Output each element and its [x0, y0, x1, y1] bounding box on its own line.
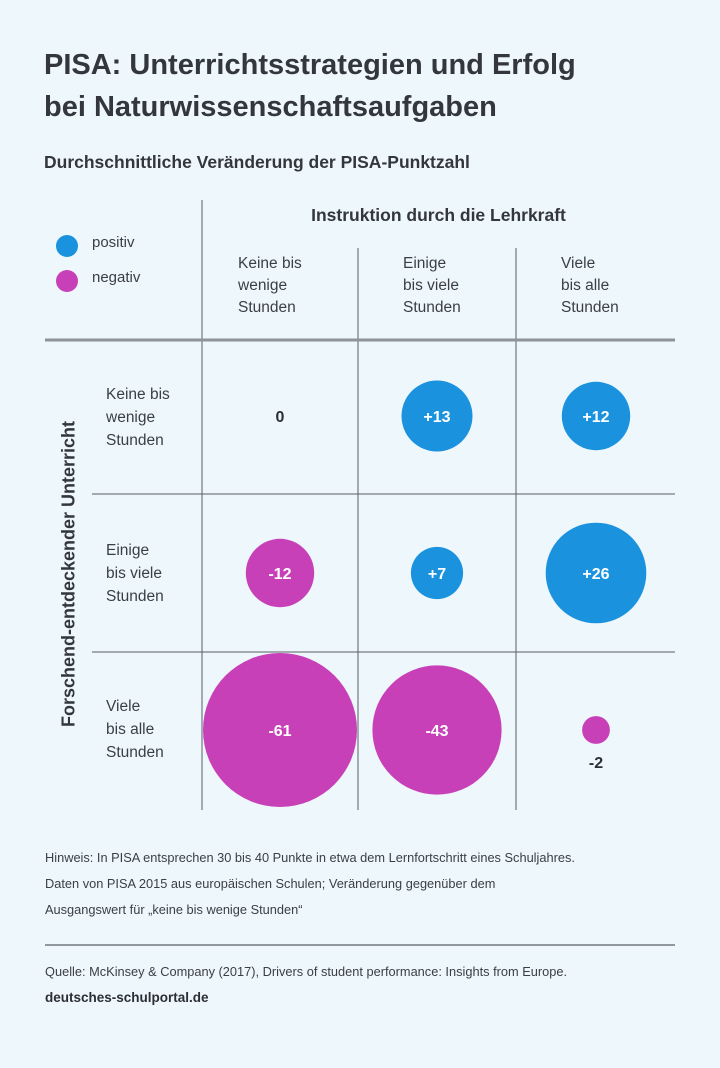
bubble-value-label: +7 [428, 566, 446, 583]
bubble-negative [372, 665, 502, 795]
column-label: Viele bis alle Stunden [561, 255, 619, 316]
bubble-value-label: -2 [589, 755, 603, 772]
bubble-value-label: -61 [268, 723, 291, 740]
site-link[interactable]: deutsches-schulportal.de [45, 990, 209, 1005]
column-label: Keine bis wenige Stunden [238, 255, 302, 316]
row-label: Viele bis alle Stunden [106, 698, 164, 761]
legend-positive-label: positiv [92, 234, 135, 251]
bubble-positive [410, 546, 464, 600]
bubble-negative [582, 716, 610, 744]
legend-negative-label: negativ [92, 269, 141, 286]
bubble-negative [203, 653, 357, 807]
bubble-positive [561, 381, 631, 451]
bubble-negative [245, 538, 315, 608]
column-axis-title: Instruktion durch die Lehrkraft [311, 205, 566, 225]
legend-negative-swatch [56, 270, 78, 292]
legend-positive-swatch [56, 235, 78, 257]
chart-subtitle: Durchschnittliche Veränderung der PISA-P… [44, 152, 470, 172]
row-label: Einige bis viele Stunden [106, 542, 164, 605]
bubble-value-label: -12 [268, 566, 291, 583]
note-line: Hinweis: In PISA entsprechen 30 bis 40 P… [45, 850, 575, 865]
bubble-value-label: -43 [425, 723, 448, 740]
chart-title: PISA: Unterrichtsstrategien und Erfolg b… [44, 49, 576, 123]
bubble-positive [545, 522, 647, 624]
bubble-value-label: 0 [276, 409, 285, 426]
bubble-positive [401, 380, 473, 452]
note-line: Ausgangswert für „keine bis wenige Stund… [45, 902, 303, 917]
bubble-value-label: +12 [582, 409, 609, 426]
bubble-value-label: +13 [423, 409, 450, 426]
bubble-value-label: +26 [582, 566, 609, 583]
column-label: Einige bis viele Stunden [403, 255, 461, 316]
note-line: Daten von PISA 2015 aus europäischen Sch… [45, 876, 496, 891]
source-text: Quelle: McKinsey & Company (2017), Drive… [45, 964, 568, 979]
row-label: Keine bis wenige Stunden [106, 386, 170, 449]
